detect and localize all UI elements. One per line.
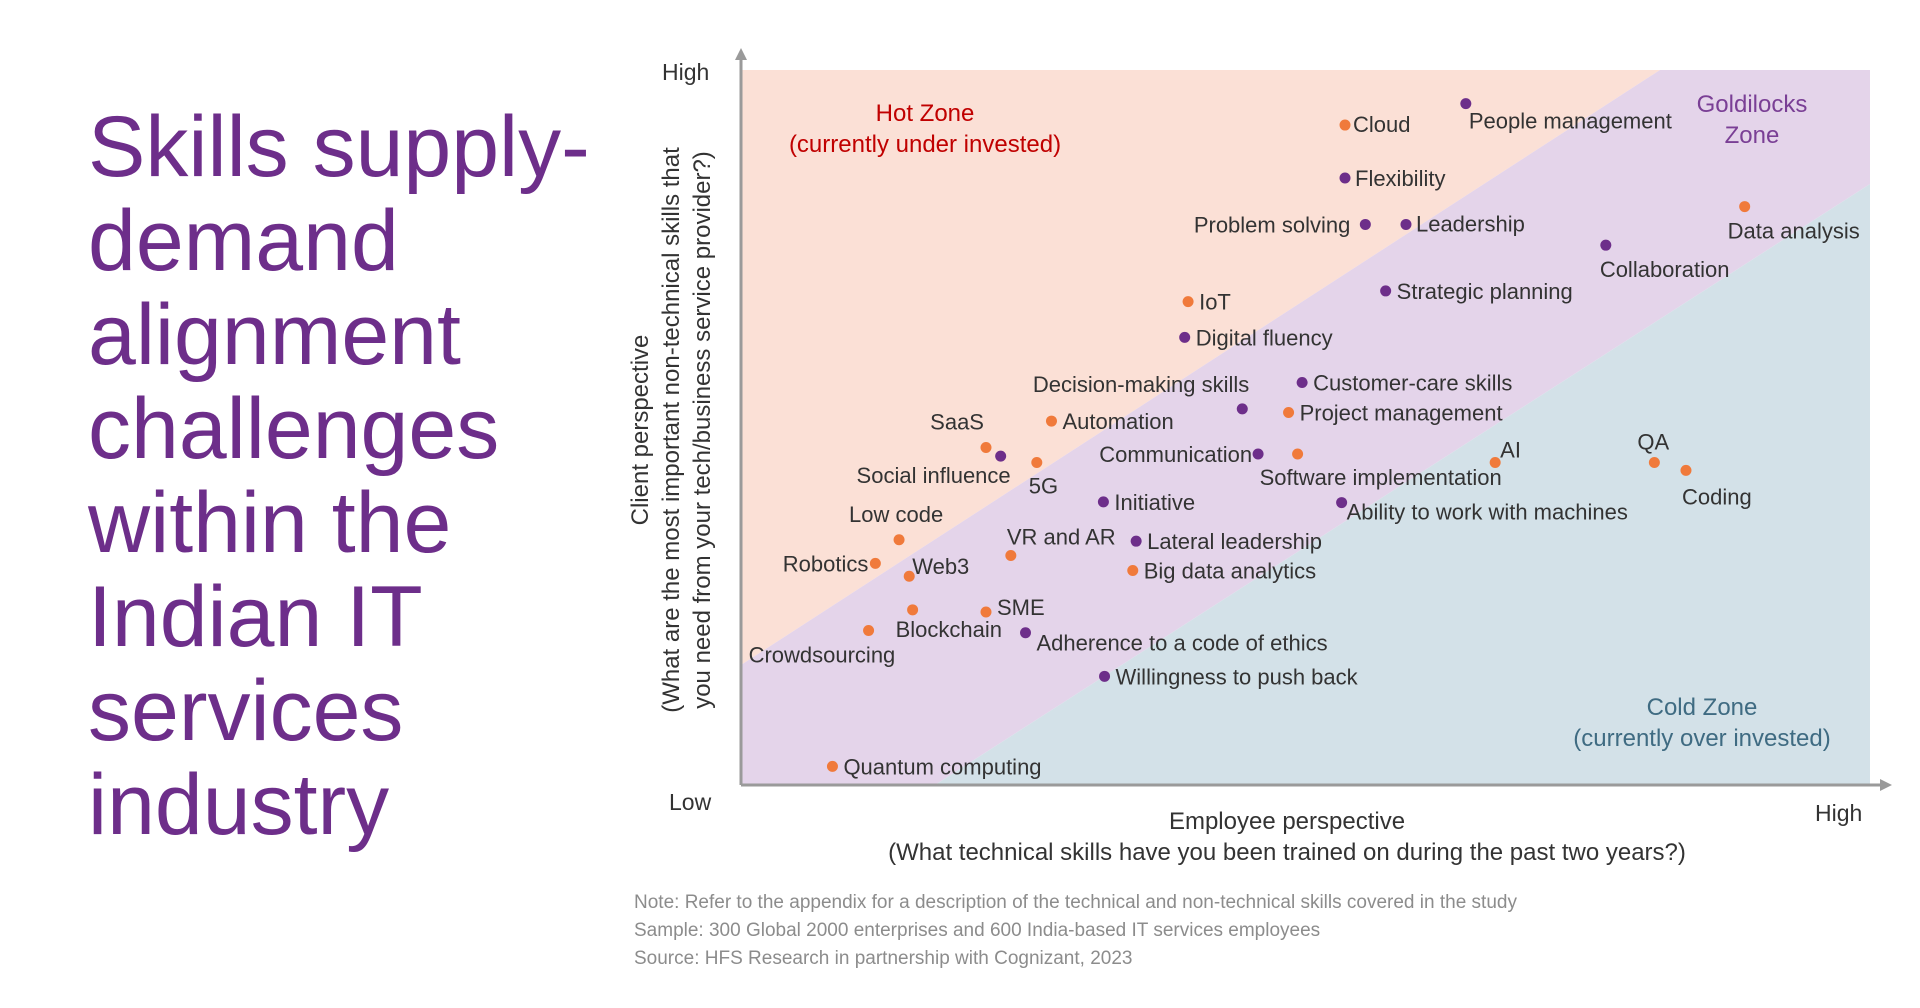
data-label-cloud: Cloud: [1353, 112, 1410, 137]
hot-zone-sublabel: (currently under invested): [789, 131, 1061, 158]
data-point-5g: [1031, 457, 1043, 469]
y-axis-arrow-icon: [735, 48, 747, 60]
data-point-iot: [1182, 296, 1194, 308]
data-point-ai: [1489, 457, 1501, 469]
data-label-project-management: Project management: [1300, 400, 1503, 425]
data-label-5g: 5G: [1029, 474, 1058, 499]
y-axis-title: Client perspective: [627, 335, 654, 526]
data-label-data-analysis: Data analysis: [1728, 219, 1860, 244]
data-label-vr-and-ar: VR and AR: [1007, 524, 1116, 549]
data-label-communication: Communication: [1099, 442, 1252, 467]
data-label-willingness-to-push-back: Willingness to push back: [1116, 664, 1359, 689]
data-point-social-influence: [995, 450, 1007, 462]
data-label-initiative: Initiative: [1114, 490, 1195, 515]
cold-zone-sublabel: (currently over invested): [1573, 725, 1830, 752]
data-point-software-implementation: [1292, 448, 1304, 460]
data-label-saas: SaaS: [930, 410, 984, 435]
data-label-quantum-computing: Quantum computing: [843, 754, 1041, 779]
data-label-big-data-analytics: Big data analytics: [1144, 559, 1316, 584]
data-point-quantum-computing: [826, 760, 838, 772]
x-axis-subtitle: (What technical skills have you been tra…: [888, 839, 1686, 866]
goldilocks-zone-sublabel: Zone: [1725, 122, 1780, 149]
cold-zone-label: Cold Zone: [1647, 694, 1758, 721]
note-text: Note: Refer to the appendix for a descri…: [634, 892, 1517, 913]
data-label-crowdsourcing: Crowdsourcing: [749, 643, 896, 668]
data-point-automation: [1045, 415, 1057, 427]
data-point-willingness-to-push-back: [1099, 670, 1111, 682]
cold-zone-area: [935, 184, 1870, 785]
data-point-low-code: [893, 534, 905, 546]
data-label-web3: Web3: [912, 554, 969, 579]
data-point-blockchain: [907, 604, 919, 616]
data-label-digital-fluency: Digital fluency: [1196, 325, 1333, 350]
y-axis-high-label: High: [662, 59, 709, 85]
goldilocks-zone-area: [741, 70, 1870, 785]
data-point-coding: [1680, 464, 1692, 476]
data-label-customer-care-skills: Customer-care skills: [1313, 370, 1512, 395]
data-label-problem-solving: Problem solving: [1194, 212, 1351, 237]
data-point-lateral-leadership: [1130, 535, 1142, 547]
data-point-data-analysis: [1739, 201, 1751, 213]
x-axis-arrow-icon: [1880, 779, 1892, 791]
y-axis-subtitle: (What are the most important non-technic…: [658, 147, 685, 713]
data-point-qa: [1648, 457, 1660, 469]
data-label-coding: Coding: [1682, 484, 1752, 509]
data-label-iot: IoT: [1199, 290, 1231, 315]
data-label-strategic-planning: Strategic planning: [1397, 279, 1573, 304]
data-point-problem-solving: [1359, 218, 1371, 230]
data-point-crowdsourcing: [863, 625, 875, 637]
data-point-collaboration: [1600, 239, 1612, 251]
data-label-collaboration: Collaboration: [1600, 257, 1730, 282]
data-label-lateral-leadership: Lateral leadership: [1147, 529, 1322, 554]
data-points-layer: Cloud People management FlexibilityProblem…: [749, 98, 1860, 779]
data-point-web3: [903, 570, 915, 582]
x-axis-title: Employee perspective: [1169, 808, 1405, 835]
data-point-initiative: [1097, 496, 1109, 508]
sample-text: Sample: 300 Global 2000 enterprises and …: [634, 920, 1321, 941]
data-label-people-management: People management: [1469, 109, 1672, 134]
data-label-leadership: Leadership: [1416, 211, 1525, 236]
data-label-adherence-to-a-code-of-ethics: Adherence to a code of ethics: [1037, 631, 1328, 656]
data-point-vr-and-ar: [1005, 549, 1017, 561]
data-label-qa: QA: [1637, 430, 1669, 455]
data-point-customer-care-skills: [1296, 376, 1308, 388]
hot-zone-label: Hot Zone: [876, 100, 975, 127]
data-point-people-management: [1460, 98, 1472, 110]
page-title: Skills supply-demand alignment challenge…: [88, 99, 590, 853]
source-text: Source: HFS Research in partnership with…: [634, 948, 1133, 969]
data-point-cloud: [1339, 119, 1351, 131]
data-point-sme: [980, 606, 992, 618]
data-point-adherence-to-a-code-of-ethics: [1020, 627, 1032, 639]
y-axis-low-label: Low: [669, 789, 712, 815]
data-label-blockchain: Blockchain: [896, 617, 1002, 642]
data-label-ai: AI: [1500, 438, 1521, 463]
data-point-decision-making-skills: [1236, 403, 1248, 415]
data-point-saas: [980, 442, 992, 454]
data-point-ability-to-work-with-machines: [1336, 497, 1348, 509]
data-point-robotics: [869, 557, 881, 569]
data-point-flexibility: [1339, 172, 1351, 184]
data-point-project-management: [1283, 406, 1295, 418]
goldilocks-zone-label: Goldilocks: [1697, 91, 1808, 118]
data-label-sme: SME: [997, 595, 1045, 620]
data-label-low-code: Low code: [849, 502, 943, 527]
data-label-ability-to-work-with-machines: Ability to work with machines: [1347, 500, 1628, 525]
data-label-social-influence: Social influence: [857, 463, 1011, 488]
data-label-flexibility: Flexibility: [1355, 166, 1445, 191]
y-axis-subtitle-line2: you need from your tech/business service…: [689, 151, 716, 709]
data-label-automation: Automation: [1062, 409, 1173, 434]
data-point-digital-fluency: [1179, 331, 1191, 343]
data-label-software-implementation: Software implementation: [1260, 465, 1502, 490]
data-label-decision-making-skills: Decision-making skills: [1033, 372, 1249, 397]
data-point-strategic-planning: [1380, 285, 1392, 297]
x-axis-high-label: High: [1815, 800, 1862, 826]
data-point-communication: [1252, 448, 1264, 460]
data-label-robotics: Robotics: [783, 551, 869, 576]
data-point-leadership: [1400, 218, 1412, 230]
y-axis-title-group: Client perspective (What are the most im…: [627, 147, 716, 713]
data-point-big-data-analytics: [1127, 565, 1139, 576]
footnotes: Note: Refer to the appendix for a descri…: [634, 889, 1517, 973]
